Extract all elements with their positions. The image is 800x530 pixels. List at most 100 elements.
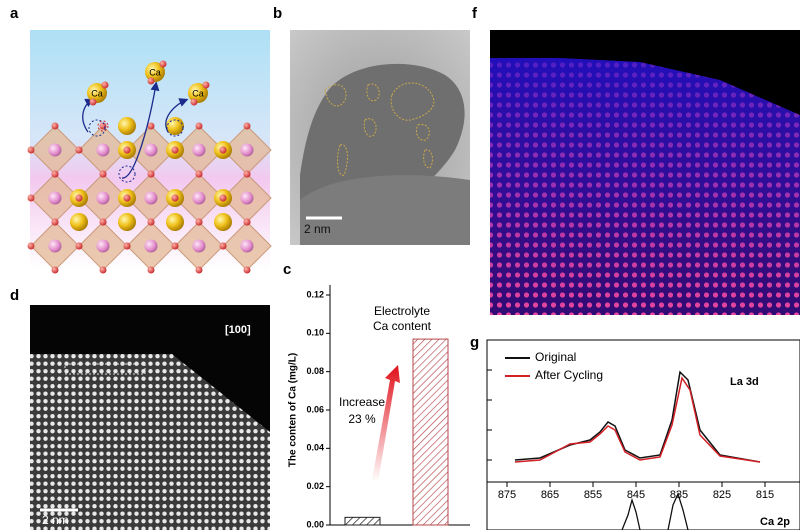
oxygen: [123, 194, 131, 202]
legend-entry: Original: [535, 350, 576, 364]
oxygen: [89, 98, 97, 106]
panel-b: 2 nm: [290, 30, 470, 245]
oxygen: [195, 122, 203, 130]
peak-label: Ca 2p: [760, 516, 790, 528]
arrow: [165, 98, 189, 133]
spectrum-cycled: [514, 376, 761, 463]
vacancy: [97, 120, 109, 132]
b-site: [48, 239, 62, 253]
panel-label: a: [10, 5, 19, 22]
x-tick-label: 815: [756, 489, 774, 501]
a-site: [166, 213, 184, 231]
y-tick-label: 0.08: [306, 366, 324, 376]
oxygen: [51, 266, 59, 274]
panel-c: The conten of Ca (mg/L) Electrolyte Ca c…: [288, 285, 470, 529]
zone-axis: [100]: [225, 324, 251, 336]
b-site: [96, 239, 110, 253]
oxygen: [159, 60, 167, 68]
y-tick-label: 0.06: [306, 404, 324, 414]
b-site: [48, 143, 62, 157]
vacancy: [166, 119, 184, 137]
arrow-label: 23 %: [348, 412, 376, 426]
legend-entry: After Cycling: [535, 368, 603, 382]
oxygen: [147, 266, 155, 274]
x-axis: 875 865 855 845 835 825 815: [498, 482, 774, 501]
y-tick-label: 0.10: [306, 328, 324, 338]
oxygen: [27, 194, 35, 202]
oxygen: [202, 81, 210, 89]
ion-label: Ca: [91, 88, 103, 98]
a-site: [118, 213, 136, 231]
b-site: [192, 143, 206, 157]
b-site: [240, 239, 254, 253]
vacuum: [490, 30, 800, 115]
oxygen: [219, 146, 227, 154]
oxygen: [243, 122, 251, 130]
a-site: [214, 213, 232, 231]
increase-arrow: [372, 365, 400, 482]
oxygen: [171, 146, 179, 154]
a-site: [118, 117, 136, 135]
x-tick-label: 865: [541, 489, 559, 501]
y-tick-label: 0.04: [306, 443, 324, 453]
b-site: [192, 239, 206, 253]
scale-label: 2 nm: [304, 222, 331, 236]
oxygen: [51, 170, 59, 178]
oxygen: [171, 242, 179, 250]
a-site: [70, 213, 88, 231]
ca-ion: [188, 83, 208, 103]
oxygen: [27, 146, 35, 154]
oxygen: [123, 242, 131, 250]
panel-d: [100] 2 nm: [30, 305, 270, 530]
oxygen: [51, 122, 59, 130]
panel-a: Ca Ca Ca: [27, 30, 272, 274]
x-tick-label: 875: [498, 489, 516, 501]
panel-label: d: [10, 287, 19, 304]
b-site: [144, 191, 158, 205]
oxygen: [123, 146, 131, 154]
y-tick-label: 0.02: [306, 481, 324, 491]
ca-ion: [87, 83, 107, 103]
panel-label: g: [470, 334, 479, 351]
oxygen: [171, 194, 179, 202]
oxygen: [190, 98, 198, 106]
annotation: Ca content: [373, 319, 432, 333]
oxygen: [147, 170, 155, 178]
oxygen: [99, 218, 107, 226]
oxygen: [101, 81, 109, 89]
y-tick-label: 0.00: [306, 519, 324, 529]
b-site: [144, 239, 158, 253]
outlines: [324, 82, 435, 176]
substrate: [300, 175, 470, 245]
oxygen: [75, 146, 83, 154]
oxygen: [219, 194, 227, 202]
panel-label: f: [472, 5, 478, 22]
annotation: Electrolyte: [374, 304, 430, 318]
panel-label: c: [283, 261, 291, 278]
oxygen: [27, 242, 35, 250]
b-site: [240, 191, 254, 205]
b-site: [48, 191, 62, 205]
scale-label: 2 nm: [42, 513, 69, 527]
panel-f: [490, 30, 800, 315]
oxygen: [147, 77, 155, 85]
bar: [344, 516, 381, 526]
vacancy: [88, 119, 106, 137]
y-ticks: [487, 369, 492, 461]
arrow: [121, 81, 160, 179]
oxygen: [195, 218, 203, 226]
panel-g: Original After Cycling La 3d Ca 2p 875 86…: [486, 339, 800, 530]
ca-ion: [145, 62, 165, 82]
oxygen: [243, 170, 251, 178]
x-tick-label: 855: [584, 489, 602, 501]
arrow-label: Increase: [339, 395, 385, 409]
b-site: [96, 143, 110, 157]
oxygen: [99, 170, 107, 178]
b-site: [240, 143, 254, 157]
spectrum-ca: [621, 492, 689, 530]
peak-label: La 3d: [730, 376, 759, 388]
oxygen: [195, 266, 203, 274]
oxygen: [75, 242, 83, 250]
bar: [412, 338, 449, 526]
